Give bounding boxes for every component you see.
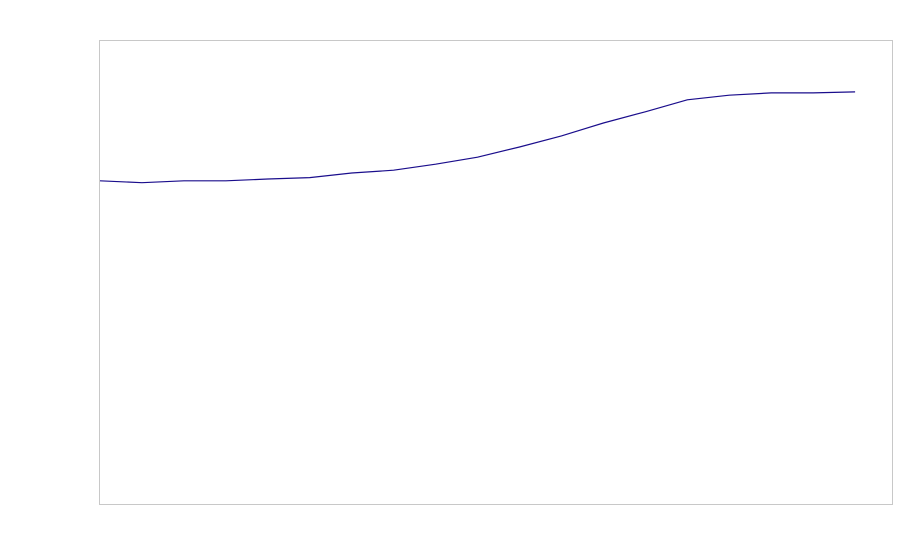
series-line-0 <box>99 91 856 184</box>
series-layer <box>99 91 856 184</box>
plot-area-frame <box>99 40 893 505</box>
